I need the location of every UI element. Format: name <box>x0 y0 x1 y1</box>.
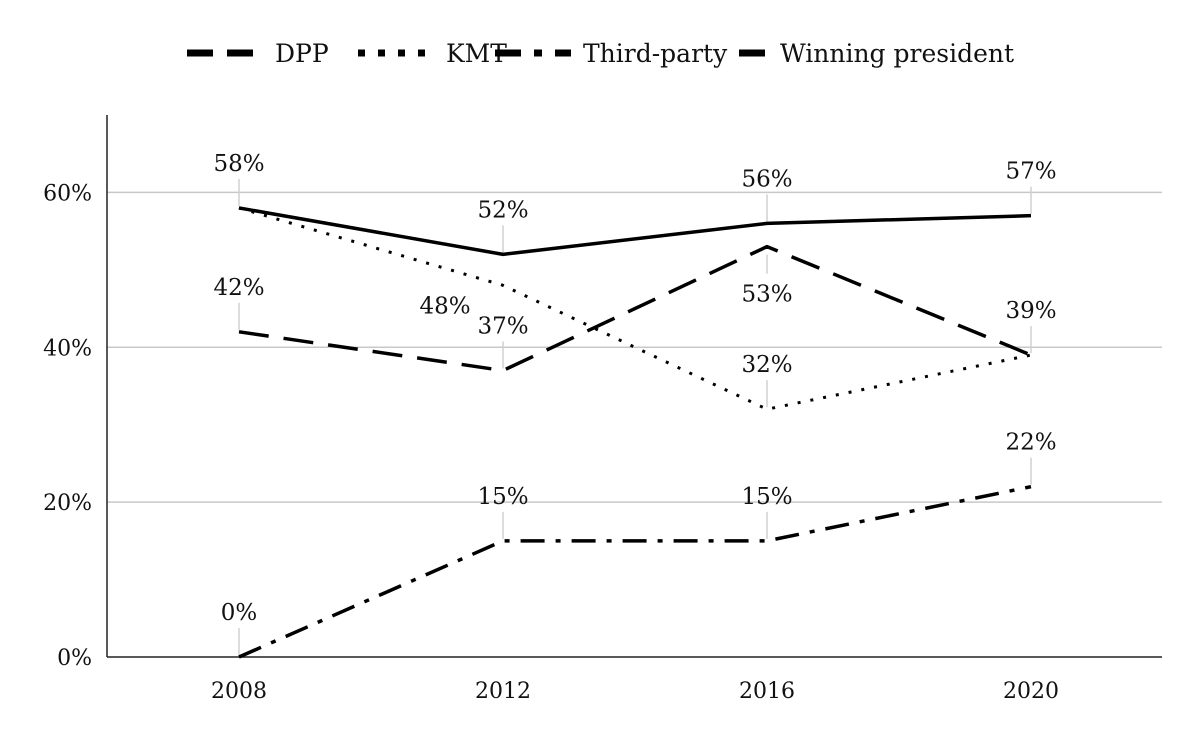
series-lines <box>238 206 1032 659</box>
data-label-winning-president-2016: 56% <box>741 166 792 192</box>
legend-label-third-party: Third-party <box>583 39 728 68</box>
data-label-winning-president-2020: 57% <box>1005 159 1056 185</box>
series-line-winning-president <box>238 206 1032 257</box>
data-label-winning-president-2012: 52% <box>477 197 528 223</box>
series-line-third-party <box>238 484 1032 659</box>
legend-label-dpp: DPP <box>275 39 329 68</box>
data-label-dpp-2020: 39% <box>1005 298 1056 324</box>
x-tick-label-2012: 2012 <box>475 679 531 704</box>
data-label-third-party-2012: 15% <box>477 484 528 510</box>
y-tick-label: 0% <box>57 646 92 671</box>
data-label-third-party-2020: 22% <box>1005 430 1056 456</box>
y-tick-label: 60% <box>43 181 92 206</box>
x-tick-label-2020: 2020 <box>1003 679 1059 704</box>
data-label-third-party-2008: 0% <box>221 600 258 626</box>
y-tick-label: 40% <box>43 336 92 361</box>
data-label-third-party-2016: 15% <box>741 484 792 510</box>
data-label-dpp-2012: 37% <box>477 314 528 340</box>
data-label-kmt-2016: 32% <box>741 352 792 378</box>
label-leader-lines <box>238 178 1032 655</box>
y-tick-label: 20% <box>43 491 92 516</box>
legend-label-winning-president: Winning president <box>780 39 1014 68</box>
data-label-dpp-2008: 42% <box>213 275 264 301</box>
data-label-winning-president-2008: 58% <box>213 151 264 177</box>
gridlines <box>107 191 1162 503</box>
axes: 0% 20% 40% 60% 2008 2012 2016 2020 <box>43 115 1162 704</box>
series-line-dpp <box>238 244 1032 373</box>
data-labels: 42% 37% 53% 39% 48% 32% 0% 15% 15% 22% 58% 52% 56% 57… <box>213 151 1056 626</box>
legend: DPP KMT Third-party Winning president <box>187 39 1014 68</box>
data-label-dpp-2016: 53% <box>741 282 792 308</box>
data-label-kmt-2012: 48% <box>419 293 470 319</box>
x-tick-label-2016: 2016 <box>739 679 795 704</box>
x-tick-label-2008: 2008 <box>211 679 267 704</box>
